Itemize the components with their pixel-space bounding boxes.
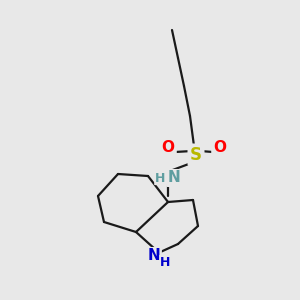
Text: O: O [161, 140, 175, 155]
Text: N: N [148, 248, 160, 263]
Text: H: H [160, 256, 170, 268]
Text: H: H [155, 172, 165, 184]
Text: N: N [168, 170, 180, 185]
Text: S: S [190, 146, 202, 164]
Text: O: O [214, 140, 226, 155]
